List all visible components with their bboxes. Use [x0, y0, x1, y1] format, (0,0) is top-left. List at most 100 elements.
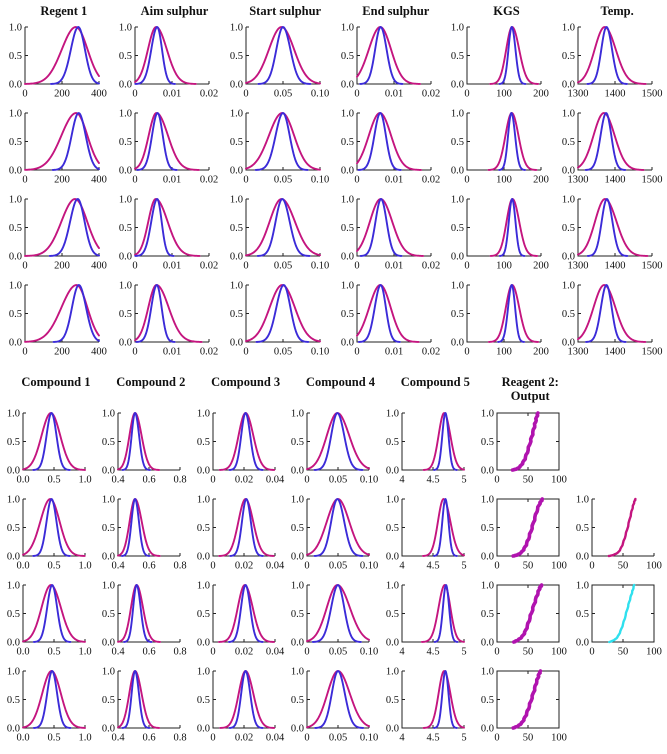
subplot: 0 50 100 0.0 0.5 1.0	[476, 493, 571, 579]
plot-canvas: 0 50 100 0.0 0.5 1.0	[576, 580, 662, 658]
x-tick-label: 0.01	[385, 347, 403, 358]
y-tick-label: 1.0	[230, 108, 243, 119]
empty-cell	[571, 665, 666, 751]
subplot: 1300 1400 1500 0.0 0.5 1.0	[555, 279, 666, 365]
plot-canvas: 0 100 200 0.0 0.5 1.0	[451, 280, 549, 357]
x-tick-label: 0.4	[111, 733, 125, 744]
y-tick-label: 0.0	[230, 251, 243, 262]
subplot: 0.0 0.5 1.0 0.0 0.5 1.0	[2, 493, 97, 579]
pdf-curve-magenta	[23, 26, 100, 85]
x-tick-label: 0.10	[360, 733, 378, 744]
x-tick-label: 0.02	[200, 347, 218, 358]
y-tick-label: 0.5	[102, 609, 115, 620]
pdf-curve-magenta	[306, 584, 371, 643]
pdf-curve-blue	[32, 412, 71, 471]
x-tick-label: 200	[54, 347, 70, 358]
y-tick-label: 1.0	[197, 494, 210, 505]
x-tick-label: 400	[91, 89, 107, 100]
y-tick-label: 0.0	[481, 465, 494, 476]
pdf-curve-magenta	[245, 112, 322, 171]
x-tick-label: 50	[618, 647, 629, 658]
pdf-curve-magenta	[306, 498, 371, 556]
y-tick-label: 1.0	[197, 408, 210, 419]
subplot: 0 0.05 0.10 0.0 0.5 1.0	[286, 665, 381, 751]
plot-axes	[117, 671, 180, 729]
plot-canvas: 0 200 400 0.0 0.5 1.0	[9, 280, 107, 358]
x-tick-label: 0.10	[311, 261, 329, 272]
x-tick-label: 1400	[605, 261, 626, 272]
x-tick-label: 0.01	[163, 261, 181, 272]
y-tick-label: 0.0	[9, 79, 22, 90]
x-tick-label: 100	[646, 647, 662, 658]
x-tick-label: 0.0	[16, 733, 29, 744]
y-tick-label: 1.0	[230, 22, 243, 33]
x-tick-label: 0.01	[385, 261, 403, 272]
y-tick-label: 0.5	[341, 223, 354, 234]
subplot: 0 200 400 0.0 0.5 1.0	[2, 193, 113, 279]
plot-box	[591, 584, 655, 643]
y-tick-label: 0.0	[481, 551, 494, 562]
pdf-curve-magenta	[116, 670, 160, 729]
subplot: 0 50 100 0.0 0.5 1.0	[571, 493, 666, 579]
subplot: 0 50 100 0.0 0.5 1.0	[476, 579, 571, 665]
y-tick-label: 0.5	[481, 437, 494, 448]
column-title-end-sulphur: End sulphur	[362, 4, 430, 18]
plot-canvas: 0 0.05 0.10 0.0 0.5 1.0	[230, 108, 329, 185]
plot-axes	[591, 499, 655, 557]
y-tick-label: 0.0	[119, 251, 132, 262]
plot-canvas: 0 100 200 0.0 0.5 1.0	[451, 108, 549, 185]
pdf-curve-blue	[48, 198, 100, 257]
y-tick-label: 1.0	[562, 22, 575, 33]
y-tick-label: 0.5	[562, 137, 575, 148]
column-title-regent-1: Regent 1	[40, 4, 88, 18]
plot-canvas: 0 50 100 0.0 0.5 1.0	[481, 580, 567, 657]
y-tick-label: 0.0	[119, 79, 132, 90]
x-tick-label: 4.5	[427, 475, 440, 486]
x-tick-label: 0	[354, 261, 359, 272]
pdf-curve-blue	[52, 284, 100, 343]
pdf-curve-blue	[228, 498, 264, 557]
pdf-curve-magenta	[23, 112, 100, 171]
y-tick-label: 1.0	[230, 194, 243, 205]
y-tick-label: 0.5	[562, 51, 575, 62]
plot-canvas: 0.0 0.5 1.0 0.0 0.5 1.0	[7, 408, 92, 485]
y-tick-label: 0.0	[576, 551, 589, 562]
column-title-compound-1: Compound 1	[21, 375, 91, 389]
plot-canvas: 0 0.05 0.10 0.0 0.5 1.0	[291, 494, 378, 571]
x-tick-label: 4	[400, 733, 406, 744]
plot-canvas: 1300 1400 1500 0.0 0.5 1.0	[562, 194, 663, 272]
y-tick-label: 0.5	[562, 309, 575, 320]
y-tick-label: 0.5	[386, 695, 399, 706]
pdf-curve-magenta	[422, 670, 466, 729]
y-tick-label: 0.5	[7, 523, 20, 534]
x-tick-label: 0.05	[274, 347, 292, 358]
y-tick-label: 0.5	[119, 51, 132, 62]
x-tick-label: 0.02	[234, 561, 252, 572]
pdf-curve-blue	[314, 670, 365, 729]
y-tick-label: 1.0	[119, 108, 132, 119]
x-tick-label: 50	[523, 475, 534, 486]
y-tick-label: 0.0	[230, 165, 243, 176]
plot-box	[496, 498, 560, 557]
x-tick-label: 200	[54, 261, 70, 272]
y-tick-label: 0.5	[386, 437, 399, 448]
plot-axes	[577, 285, 653, 343]
pdf-curve-blue	[49, 26, 100, 85]
x-tick-label: 5	[462, 647, 467, 658]
pdf-curve-blue	[586, 26, 629, 85]
x-tick-label: 4.5	[427, 647, 440, 658]
x-tick-label: 0.6	[142, 733, 155, 744]
y-tick-label: 0.5	[291, 523, 304, 534]
y-tick-label: 0.5	[576, 609, 589, 620]
x-tick-label: 4	[400, 561, 406, 572]
x-tick-label: 0	[210, 561, 215, 572]
cdf-curve-cyan	[608, 583, 636, 644]
pdf-curve-blue	[121, 412, 151, 471]
x-tick-label: 0	[133, 89, 138, 100]
pdf-curve-magenta	[306, 670, 371, 729]
plot-canvas: 0 0.02 0.04 0.0 0.5 1.0	[197, 494, 285, 572]
pdf-curve-blue	[433, 498, 459, 557]
x-tick-label: 100	[551, 475, 567, 486]
x-tick-label: 5	[462, 475, 467, 486]
subplot: 0 0.02 0.04 0.0 0.5 1.0	[191, 407, 286, 493]
